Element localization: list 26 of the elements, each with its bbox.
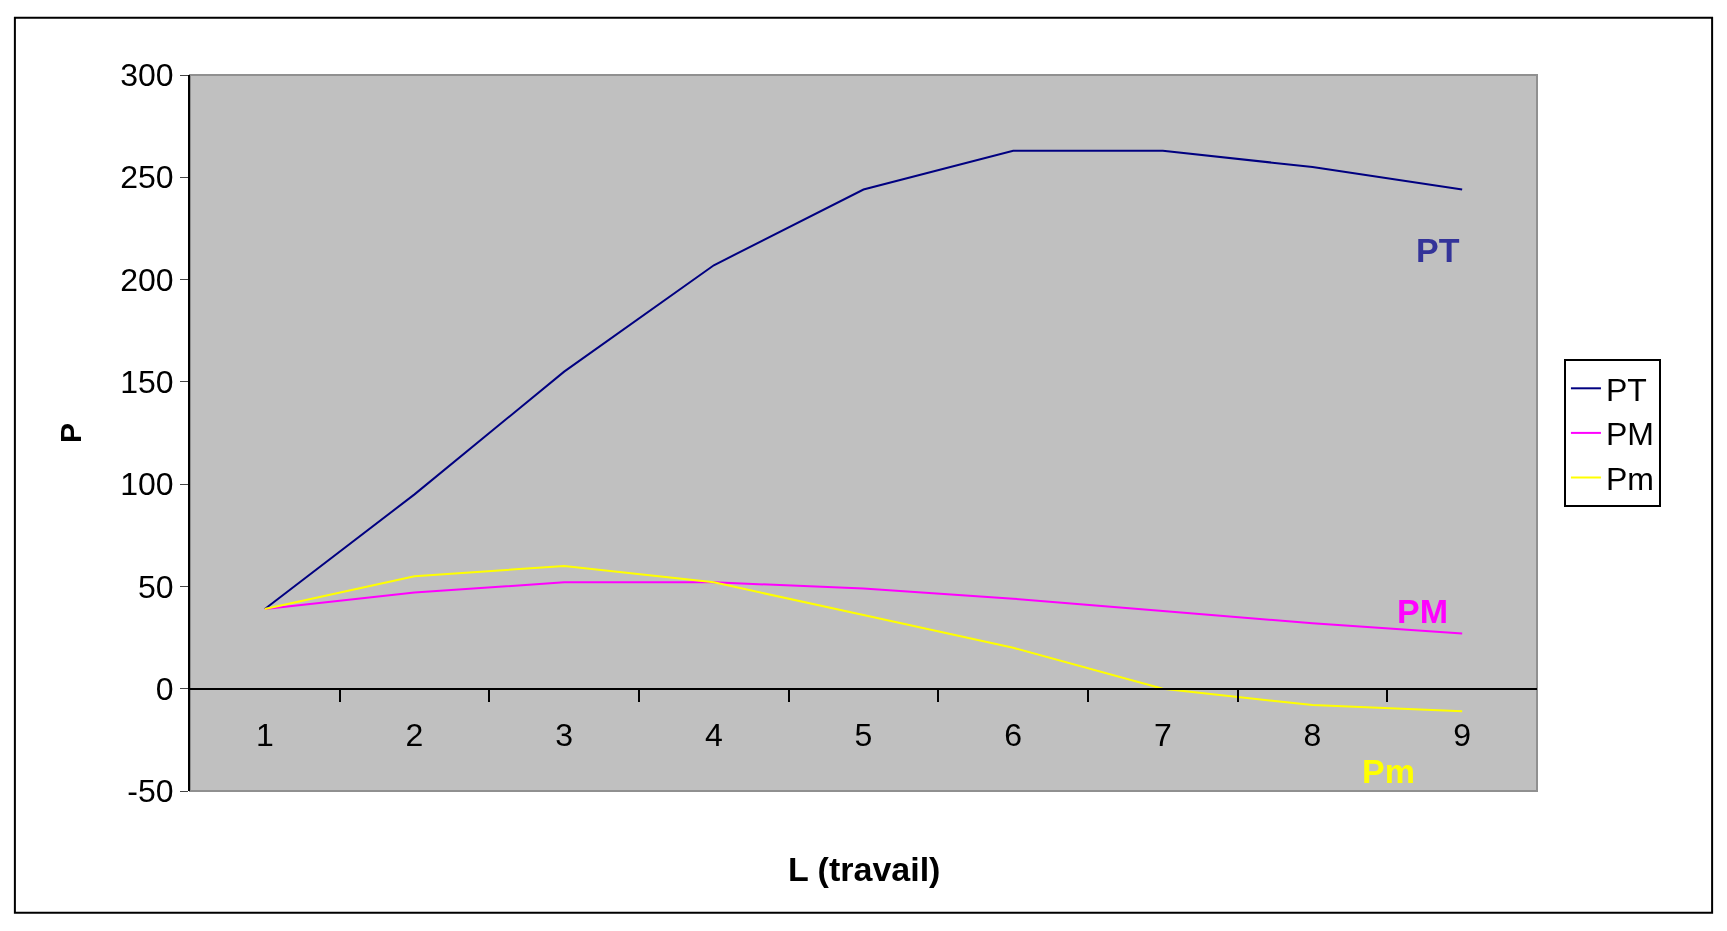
y-tick-label: 150 [120, 364, 174, 401]
annotation: PM [1397, 592, 1448, 630]
legend-label: PM [1605, 416, 1654, 453]
line-series [263, 564, 1464, 713]
annotation: PT [1416, 231, 1460, 269]
x-axis-title: L (travail) [788, 850, 941, 888]
y-tick-label: 0 [155, 670, 174, 707]
x-tick-label: 5 [854, 717, 873, 754]
annotation: Pm [1362, 752, 1415, 790]
y-tick-label: 300 [120, 57, 174, 94]
x-tick-label: 4 [704, 717, 723, 754]
legend-label: Pm [1605, 460, 1654, 497]
legend-label: PT [1605, 371, 1647, 408]
x-tick-label: 3 [555, 717, 574, 754]
y-axis-title: P [53, 422, 87, 444]
y-tick-label: -50 [127, 773, 174, 810]
y-tick-label: 100 [120, 466, 174, 503]
y-tick-label: 50 [138, 568, 174, 605]
x-tick-label: 8 [1303, 717, 1322, 754]
x-tick-label: 9 [1453, 717, 1472, 754]
x-tick-label: 6 [1004, 717, 1023, 754]
x-tick-label: 2 [405, 717, 424, 754]
y-tick-label: 250 [120, 159, 174, 196]
x-tick-label: 7 [1153, 717, 1172, 754]
y-tick-label: 200 [120, 261, 174, 298]
x-tick-label: 1 [255, 717, 274, 754]
